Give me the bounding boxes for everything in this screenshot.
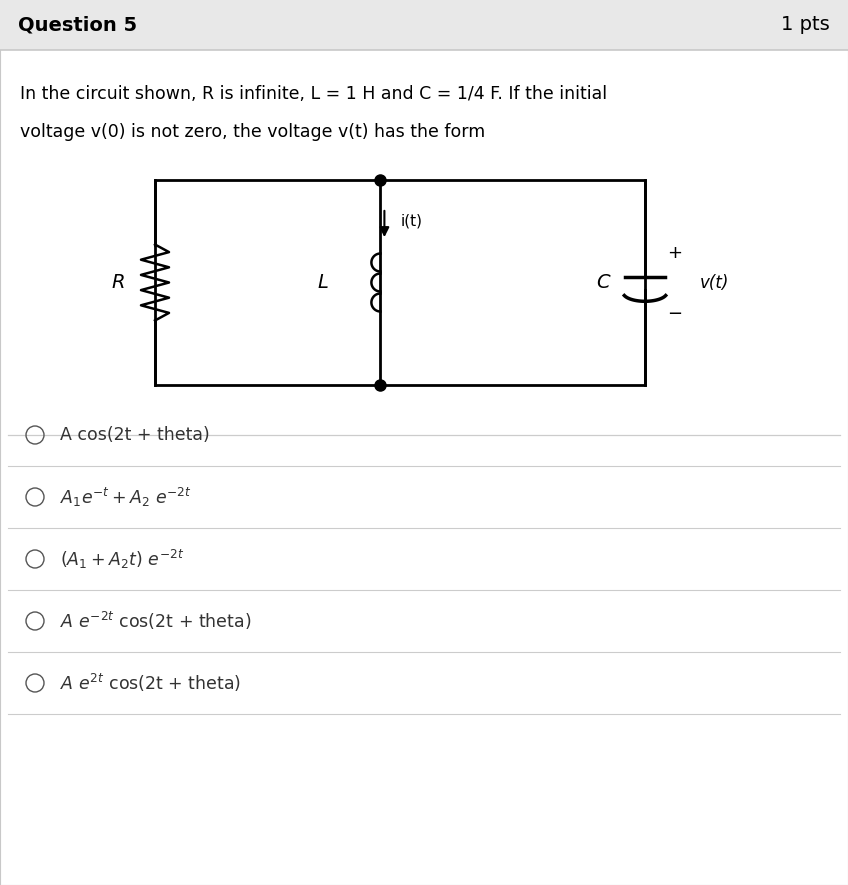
Text: R: R (111, 273, 125, 292)
Text: voltage v(0) is not zero, the voltage v(t) has the form: voltage v(0) is not zero, the voltage v(… (20, 123, 485, 141)
Text: A cos(2t + theta): A cos(2t + theta) (60, 426, 209, 444)
Text: +: + (667, 243, 683, 261)
Text: Question 5: Question 5 (18, 16, 137, 35)
Bar (155, 180, 645, 385)
Text: 1 pts: 1 pts (781, 16, 830, 35)
Text: $A_1e^{-t} + A_2\ e^{-2t}$: $A_1e^{-t} + A_2\ e^{-2t}$ (60, 486, 192, 509)
Text: $A\ e^{-2t}$ cos(2t + theta): $A\ e^{-2t}$ cos(2t + theta) (60, 610, 251, 632)
Bar (0, 0, 848, 50)
Text: In the circuit shown, R is infinite, L = 1 H and C = 1/4 F. If the initial: In the circuit shown, R is infinite, L =… (20, 85, 607, 103)
Text: i(t): i(t) (400, 213, 422, 228)
Text: −: − (667, 305, 683, 324)
Text: L: L (317, 273, 328, 292)
Text: $(A_1 + A_2t)\ e^{-2t}$: $(A_1 + A_2t)\ e^{-2t}$ (60, 548, 184, 571)
Text: $A\ e^{2t}$ cos(2t + theta): $A\ e^{2t}$ cos(2t + theta) (60, 672, 241, 694)
Text: C: C (596, 273, 610, 292)
Text: v(t): v(t) (700, 273, 729, 291)
